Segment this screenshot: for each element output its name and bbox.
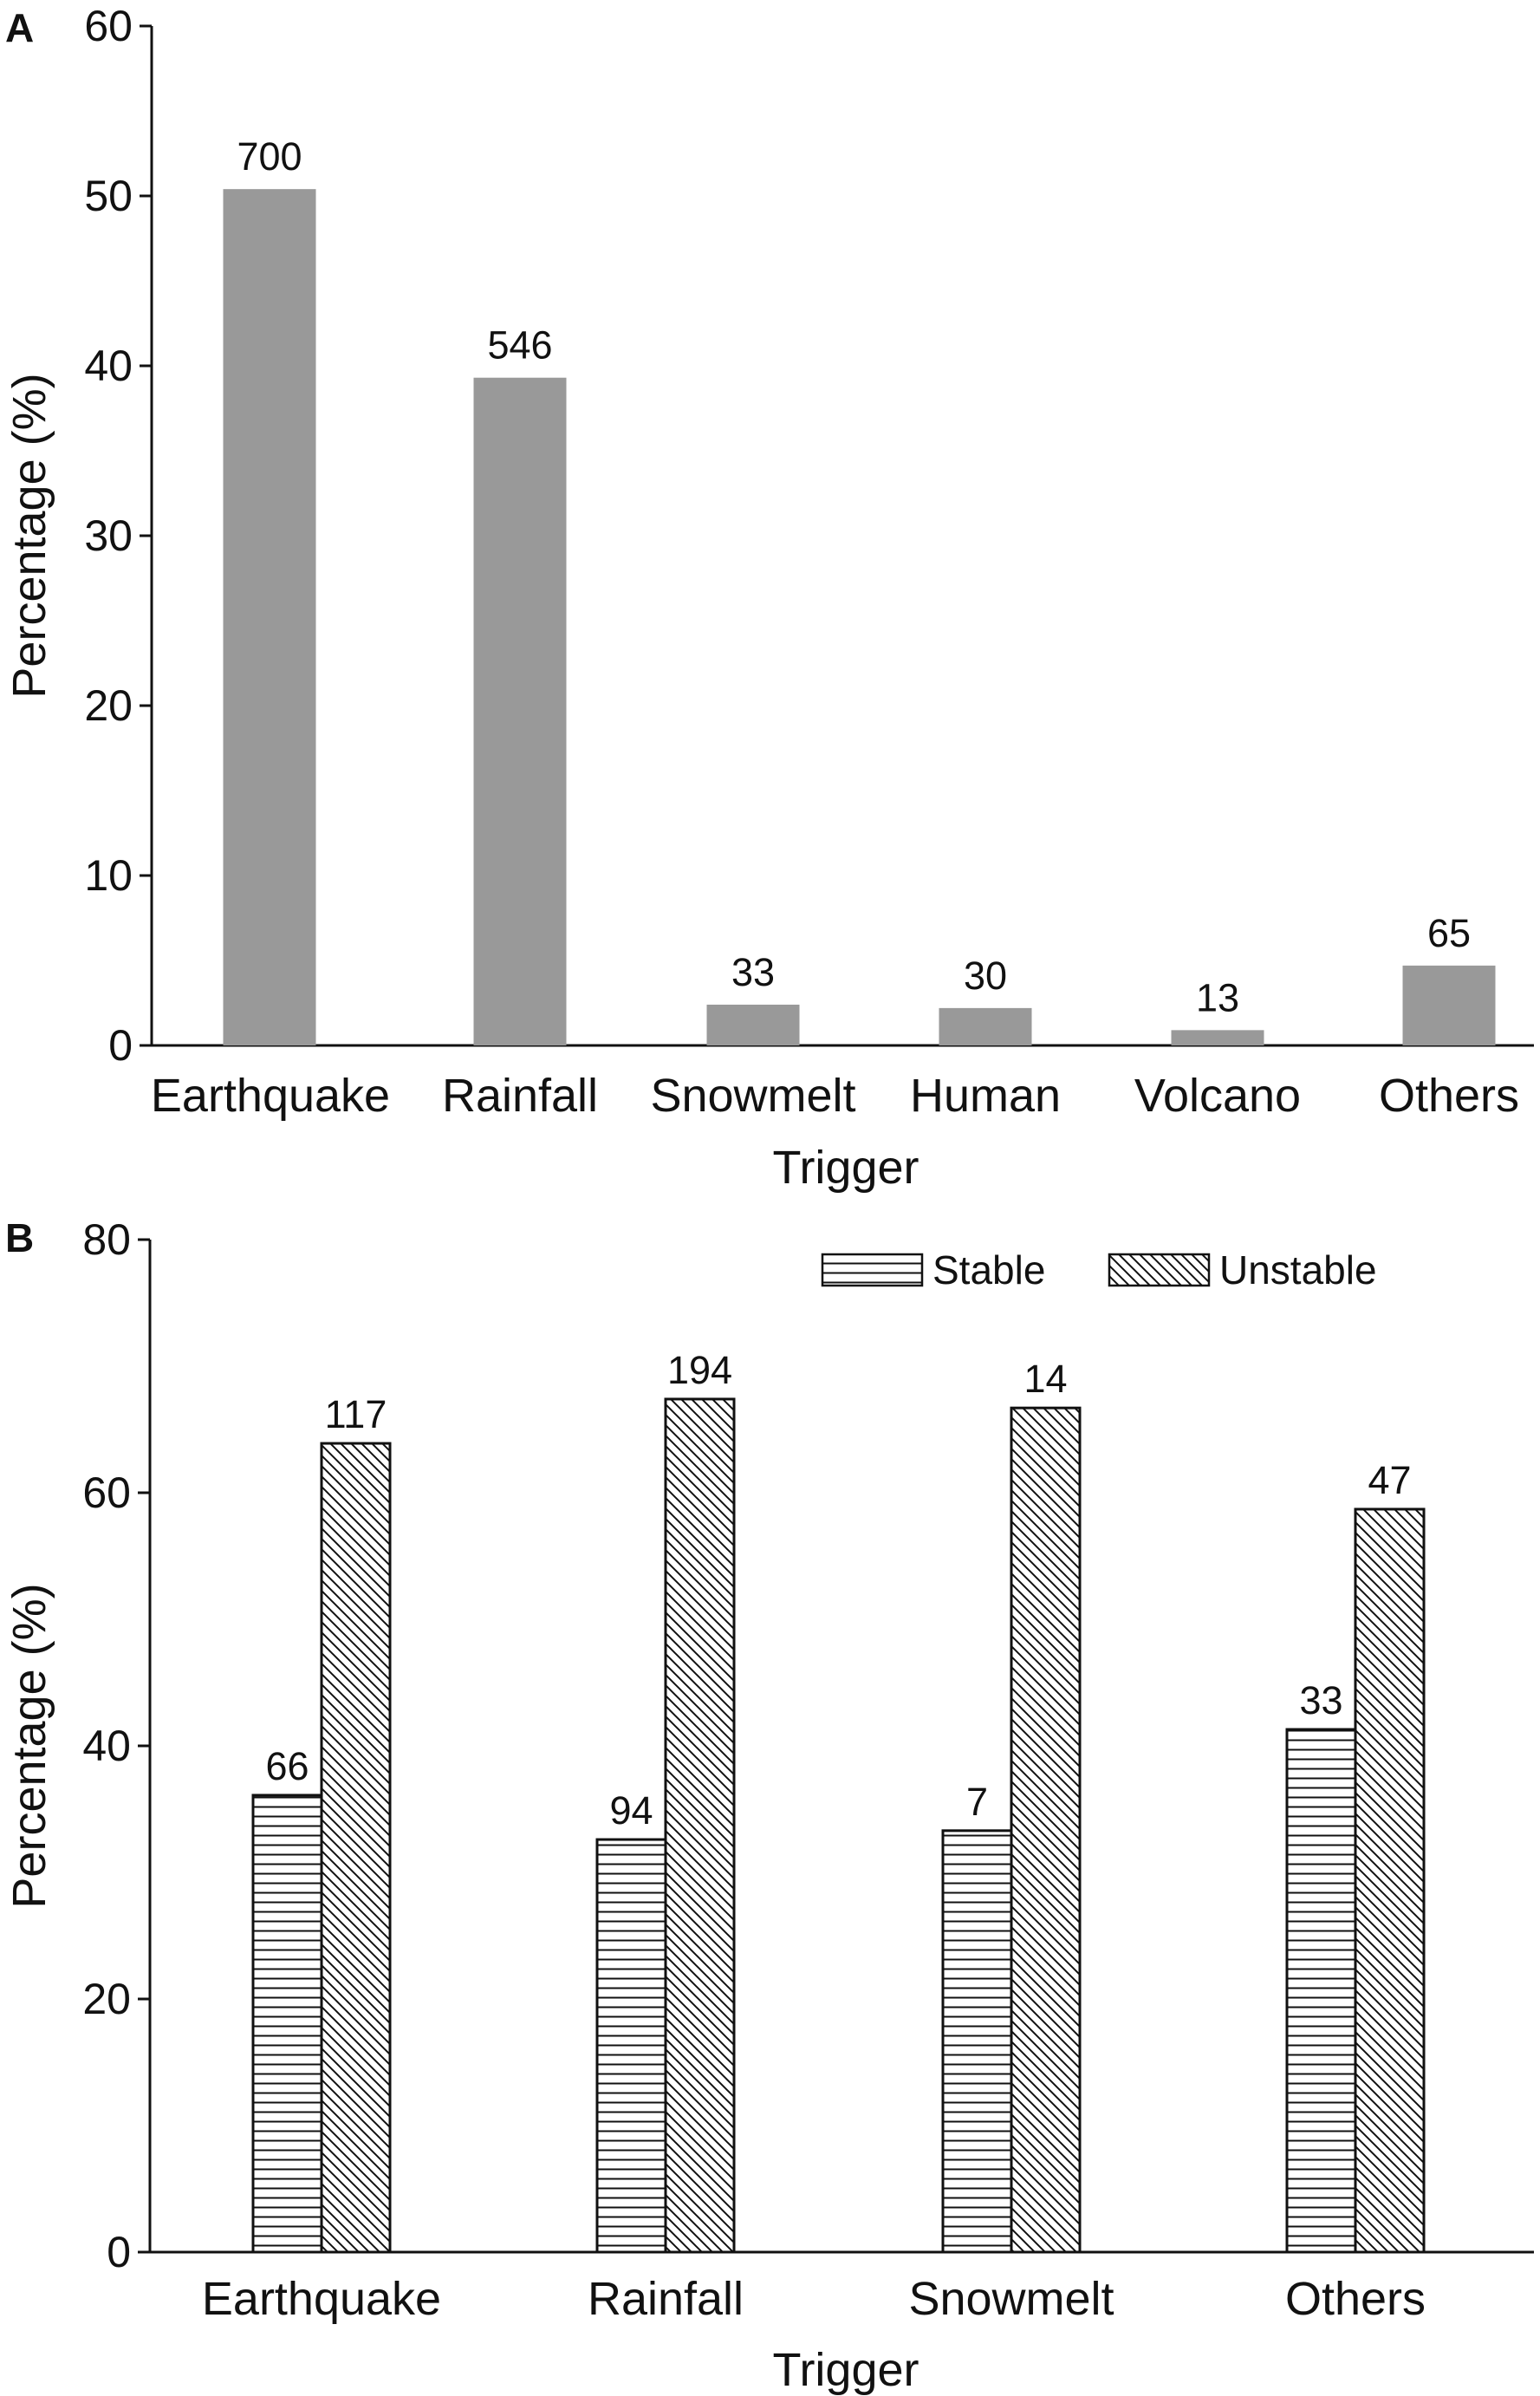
legend-label-stable: Stable <box>932 1247 1045 1292</box>
data-label: 700 <box>237 134 302 179</box>
legend-label-unstable: Unstable <box>1219 1247 1377 1292</box>
data-label-unstable: 194 <box>667 1348 732 1392</box>
data-label: 546 <box>487 323 552 368</box>
x-category-label: Human <box>910 1070 1061 1122</box>
legend: Stable Unstable <box>821 1247 1377 1292</box>
data-label: 65 <box>1427 911 1471 955</box>
data-label-unstable: 14 <box>1023 1357 1067 1401</box>
x-axis-label: Trigger <box>772 2344 919 2396</box>
y-tick-label: 80 <box>82 1215 131 1264</box>
legend-swatch-stable <box>821 1253 924 1287</box>
panel-b-letter: B <box>5 1215 34 1260</box>
bar <box>223 189 316 1045</box>
y-axis-label: Percentage (%) <box>3 1583 55 1908</box>
y-tick-label: 40 <box>82 1722 131 1770</box>
x-category-label: Rainfall <box>442 1070 598 1122</box>
x-category-label: Snowmelt <box>908 2273 1114 2325</box>
x-category-label: Others <box>1379 1070 1519 1122</box>
legend-swatch-unstable <box>1108 1253 1211 1287</box>
bar <box>1402 965 1496 1045</box>
data-label-stable: 66 <box>265 1744 309 1788</box>
bar <box>939 1007 1032 1045</box>
bar-stable <box>251 1794 323 2254</box>
x-category-label: Snowmelt <box>650 1070 855 1122</box>
x-category-label: Others <box>1285 2273 1426 2325</box>
data-label: 33 <box>731 950 775 994</box>
y-tick-label: 40 <box>84 342 133 390</box>
y-tick-label: 20 <box>82 1975 131 2023</box>
x-axis-label: Trigger <box>772 1142 919 1194</box>
y-tick-label: 10 <box>84 851 133 900</box>
x-category-label: Earthquake <box>202 2273 441 2325</box>
y-tick-label: 0 <box>108 1021 133 1070</box>
y-tick-label: 20 <box>84 681 133 730</box>
panel-a-letter: A <box>5 5 34 50</box>
bar-stable <box>941 1829 1013 2254</box>
bar-stable <box>595 1838 667 2254</box>
y-axis-label: Percentage (%) <box>3 373 55 698</box>
data-label-stable: 7 <box>966 1780 988 1824</box>
y-tick-label: 60 <box>82 1468 131 1517</box>
y-tick-label: 60 <box>84 2 133 50</box>
data-label-stable: 33 <box>1299 1678 1342 1722</box>
data-label-unstable: 117 <box>325 1392 387 1436</box>
data-label-unstable: 47 <box>1368 1458 1411 1502</box>
y-tick-label: 50 <box>84 172 133 220</box>
x-category-label: Rainfall <box>588 2273 744 2325</box>
data-label-stable: 94 <box>609 1788 653 1833</box>
bar <box>1171 1030 1264 1045</box>
y-tick-label: 0 <box>107 2228 131 2276</box>
bar <box>473 377 567 1046</box>
panel-b: B 0 20 40 60 80 66 117 Earthquake 94 194 Rainfall 7… <box>3 1215 1534 2396</box>
data-label: 30 <box>964 954 1007 998</box>
x-category-label: Volcano <box>1134 1070 1301 1122</box>
y-tick-label: 30 <box>84 511 133 560</box>
bar-unstable <box>1354 1507 1426 2254</box>
bar <box>706 1004 800 1045</box>
bar-unstable <box>1010 1406 1082 2254</box>
bar-unstable <box>320 1442 392 2254</box>
panel-a: A 0 10 20 30 40 50 60 700 Earthquake 546 Rainfall 3… <box>3 2 1534 1194</box>
bar-stable <box>1285 1728 1357 2254</box>
data-label: 13 <box>1196 975 1239 1019</box>
x-category-label: Earthquake <box>151 1070 390 1122</box>
bar-unstable <box>664 1397 736 2254</box>
